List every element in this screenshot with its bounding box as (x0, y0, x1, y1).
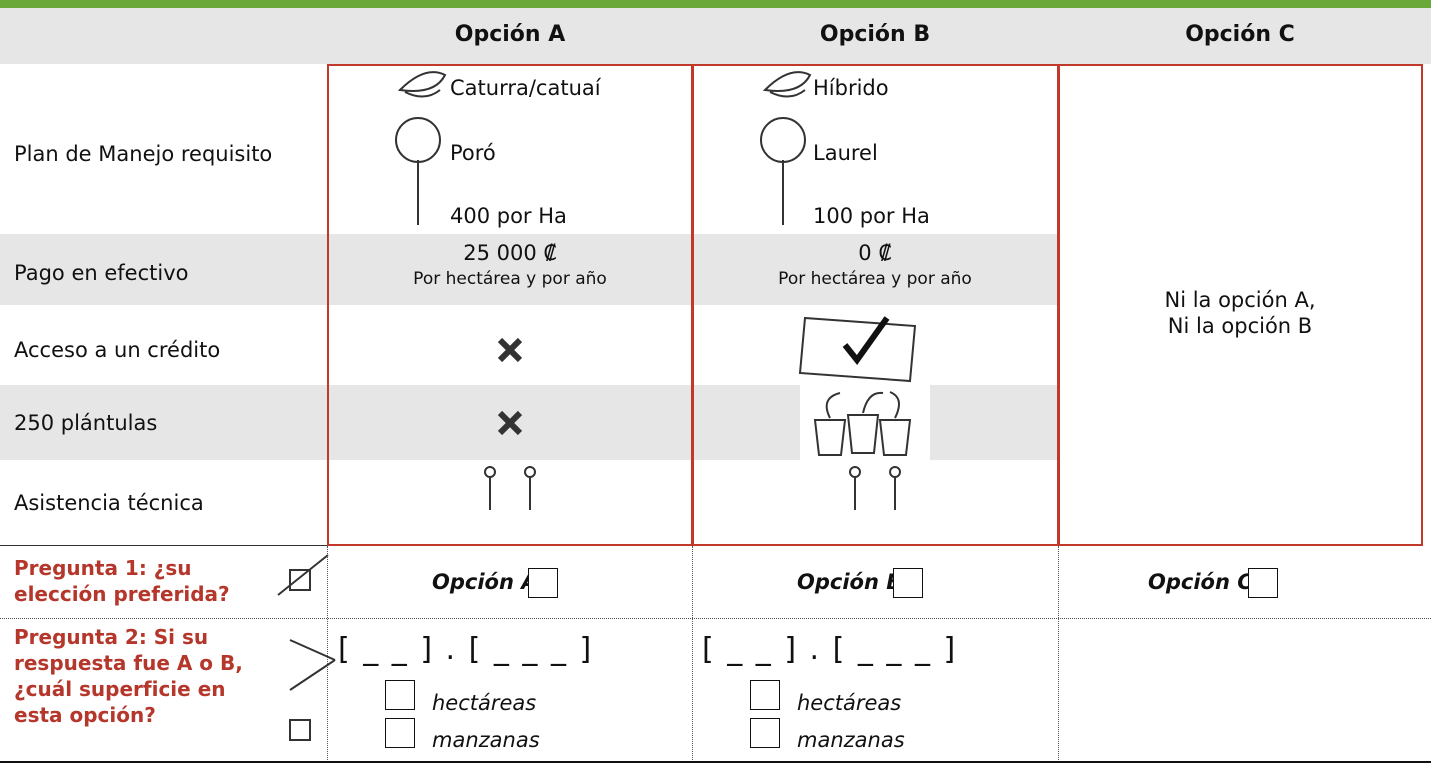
row-label: Pago en efectivo (14, 261, 189, 285)
cross-icon (497, 337, 523, 436)
unit-label: hectáreas (432, 691, 537, 715)
checkbox[interactable] (893, 568, 923, 598)
checkbox[interactable] (750, 718, 780, 748)
credit-icon (798, 316, 917, 383)
row-band (0, 234, 1058, 305)
choice-label: Opción B (797, 570, 903, 594)
column-header: Opción A (454, 22, 566, 47)
plan-text: Híbrido (813, 76, 889, 100)
divider (0, 618, 1431, 619)
divider (1058, 546, 1059, 762)
top-bar (0, 0, 1431, 8)
plan-text: Laurel (813, 141, 878, 165)
option-c-text: Ni la opción A, (1164, 288, 1316, 312)
column-header: Opción B (819, 22, 931, 47)
plan-text: Caturra/catuaí (450, 76, 601, 100)
choice-label: Opción C (1148, 570, 1253, 594)
image-bg (800, 385, 930, 460)
question: Pregunta 1: ¿su elección preferida? (14, 556, 230, 606)
people-icon (484, 466, 901, 510)
unit-label: hectáreas (797, 691, 902, 715)
checkbox[interactable] (1248, 568, 1278, 598)
row-label: Asistencia técnica (14, 491, 204, 515)
header-band (0, 8, 1431, 64)
pen-icon (277, 554, 336, 741)
row-label: Plan de Manejo requisito (14, 142, 273, 166)
plan-text: 400 por Ha (450, 204, 567, 228)
option-c-frame (1058, 64, 1423, 546)
payment-note: Por hectárea y por año (778, 269, 972, 289)
checkbox[interactable] (385, 680, 415, 710)
unit-label: manzanas (797, 728, 905, 752)
question: Pregunta 2: Si su respuesta fue A o B, ¿… (14, 625, 243, 727)
option-c-text: Ni la opción B (1167, 314, 1313, 338)
choice-label: Opción A (432, 570, 538, 594)
plants-icon (813, 391, 912, 456)
column-header: Opción C (1185, 22, 1295, 47)
unit-label: manzanas (432, 728, 540, 752)
tree-icon (395, 117, 806, 225)
payment-note: Por hectárea y por año (413, 269, 607, 289)
plan-text: 100 por Ha (813, 204, 930, 228)
plan-text: Poró (450, 141, 496, 165)
area-template: [ _ _ ] . [ _ _ _ ] (702, 632, 958, 667)
checkbox[interactable] (528, 568, 558, 598)
bottom-rule (0, 761, 1431, 763)
payment: 0 ₡ (858, 241, 892, 265)
checkbox[interactable] (385, 718, 415, 748)
rule (0, 545, 327, 546)
coffee-icon (397, 71, 812, 98)
divider (692, 546, 693, 762)
payment: 25 000 ₡ (463, 241, 557, 265)
area-template: [ _ _ ] . [ _ _ _ ] (338, 632, 594, 667)
row-label: Acceso a un crédito (14, 338, 221, 362)
row-label: 250 plántulas (14, 411, 158, 435)
divider (327, 546, 328, 762)
checkbox[interactable] (750, 680, 780, 710)
